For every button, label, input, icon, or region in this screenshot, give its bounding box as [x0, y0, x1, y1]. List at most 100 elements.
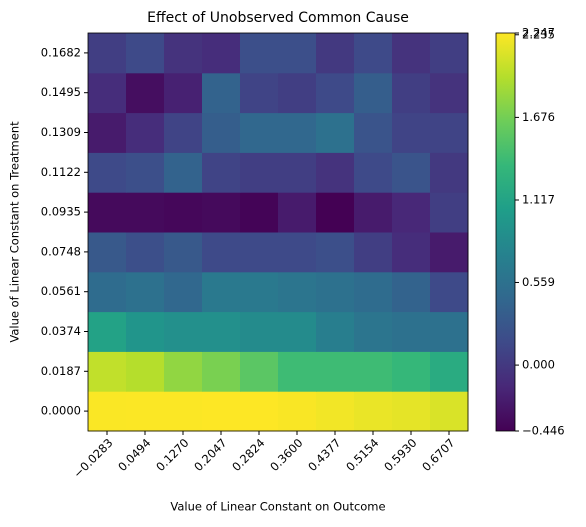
heatmap-cell [316, 351, 355, 392]
heatmap-cell [240, 351, 279, 392]
x-tick-label: 0.2824 [229, 436, 267, 474]
colorbar [495, 32, 516, 432]
heatmap-cell [354, 271, 393, 313]
heatmap-cell [430, 33, 469, 74]
heatmap-cell [278, 391, 317, 432]
heatmap-cell [430, 192, 469, 233]
y-tick-label: 0.1682 [41, 45, 81, 59]
x-tick-label: 0.2047 [191, 436, 229, 474]
colorbar-tick-label: 2.247 [522, 26, 555, 40]
colorbar-tick-label: 2.235 [522, 27, 555, 41]
heatmap-cell [202, 391, 241, 432]
heatmap-cell [278, 112, 317, 153]
x-tick-label: 0.4377 [305, 436, 343, 474]
heatmap-cell [278, 232, 317, 273]
heatmap-cell [316, 232, 355, 273]
heatmap-cell [354, 152, 393, 193]
x-axis-label: Value of Linear Constant on Outcome [170, 500, 385, 514]
y-tick-label: 0.0935 [41, 205, 81, 219]
heatmap-cell [392, 311, 431, 352]
heatmap-cell [126, 152, 165, 193]
heatmap-cell [316, 152, 355, 193]
heatmap-cell [164, 152, 203, 193]
colorbar-tick-label: 0.000 [522, 358, 555, 372]
heatmap-cell [126, 351, 165, 392]
colorbar-tick-label: 1.676 [522, 110, 555, 124]
heatmap-cell [392, 391, 431, 432]
heatmap-cell [126, 271, 165, 313]
heatmap-cell [316, 33, 355, 74]
heatmap-cell [392, 33, 431, 74]
heatmap-cell [202, 33, 241, 74]
heatmap-cell [430, 112, 469, 153]
y-tick-label: 0.0561 [41, 284, 81, 298]
heatmap-cell [88, 112, 127, 153]
y-tick-label: 0.0000 [41, 404, 81, 418]
heatmap-cell [430, 271, 469, 313]
heatmap-cell [164, 351, 203, 392]
heatmap-cell [202, 311, 241, 352]
heatmap-cell [164, 391, 203, 432]
heatmap-cell [240, 271, 279, 313]
heatmap-cell [126, 33, 165, 74]
heatmap-cell [392, 152, 431, 193]
heatmap-cell [126, 391, 165, 432]
heatmap-cell [316, 271, 355, 313]
heatmap-cell [392, 271, 431, 313]
heatmap-cell [392, 232, 431, 273]
heatmap-cell [88, 192, 127, 233]
heatmap-cell [202, 351, 241, 392]
heatmap-cell [164, 271, 203, 313]
heatmap-cell [88, 33, 127, 74]
heatmap-cell [316, 192, 355, 233]
colorbar-tick-label: 0.559 [522, 275, 555, 289]
heatmap-cell [164, 33, 203, 74]
x-tick-label: 0.5154 [343, 436, 381, 474]
chart-title: Effect of Unobserved Common Cause [147, 10, 409, 26]
heatmap-cell [240, 72, 279, 114]
heatmap-cell [88, 152, 127, 193]
heatmap-cell [278, 192, 317, 233]
heatmap-cell [202, 152, 241, 193]
heatmap-cell [202, 112, 241, 153]
heatmap-cell [240, 192, 279, 233]
heatmap-cell [126, 72, 165, 114]
x-tick-label: 0.6707 [419, 436, 457, 474]
x-tick-label: 0.3600 [267, 436, 305, 474]
heatmap-cell [202, 72, 241, 114]
heatmap-cell [354, 391, 393, 432]
heatmap-cell [354, 112, 393, 153]
heatmap-cell [430, 72, 469, 114]
heatmap-cell [278, 351, 317, 392]
heatmap-cell [278, 72, 317, 114]
heatmap-cell [430, 232, 469, 273]
heatmap-cell [354, 192, 393, 233]
heatmap-cell [202, 271, 241, 313]
heatmap-cell [278, 33, 317, 74]
heatmap-cell [240, 311, 279, 352]
heatmap-cell [164, 232, 203, 273]
y-tick-label: 0.1309 [41, 125, 81, 139]
y-tick-label: 0.0748 [41, 244, 81, 258]
heatmap-cell [88, 311, 127, 352]
y-axis-label: Value of Linear Constant on Treatment [8, 121, 22, 343]
heatmap-cell [316, 112, 355, 153]
heatmap-cell [88, 72, 127, 114]
heatmap-cell [278, 311, 317, 352]
heatmap-cell [430, 152, 469, 193]
heatmap-cell [392, 192, 431, 233]
heatmap-cell [354, 232, 393, 273]
heatmap-cell [88, 391, 127, 432]
x-tick-label: 0.0494 [115, 436, 153, 474]
heatmap-cell [88, 232, 127, 273]
heatmap-cell [240, 152, 279, 193]
heatmap-cell [392, 112, 431, 153]
heatmap-cell [240, 391, 279, 432]
plot-frame [87, 32, 469, 432]
heatmap-cell [430, 351, 469, 392]
heatmap-cell [126, 112, 165, 153]
heatmap-cell [164, 112, 203, 153]
heatmap-cell [430, 311, 469, 352]
heatmap-cell [354, 33, 393, 74]
